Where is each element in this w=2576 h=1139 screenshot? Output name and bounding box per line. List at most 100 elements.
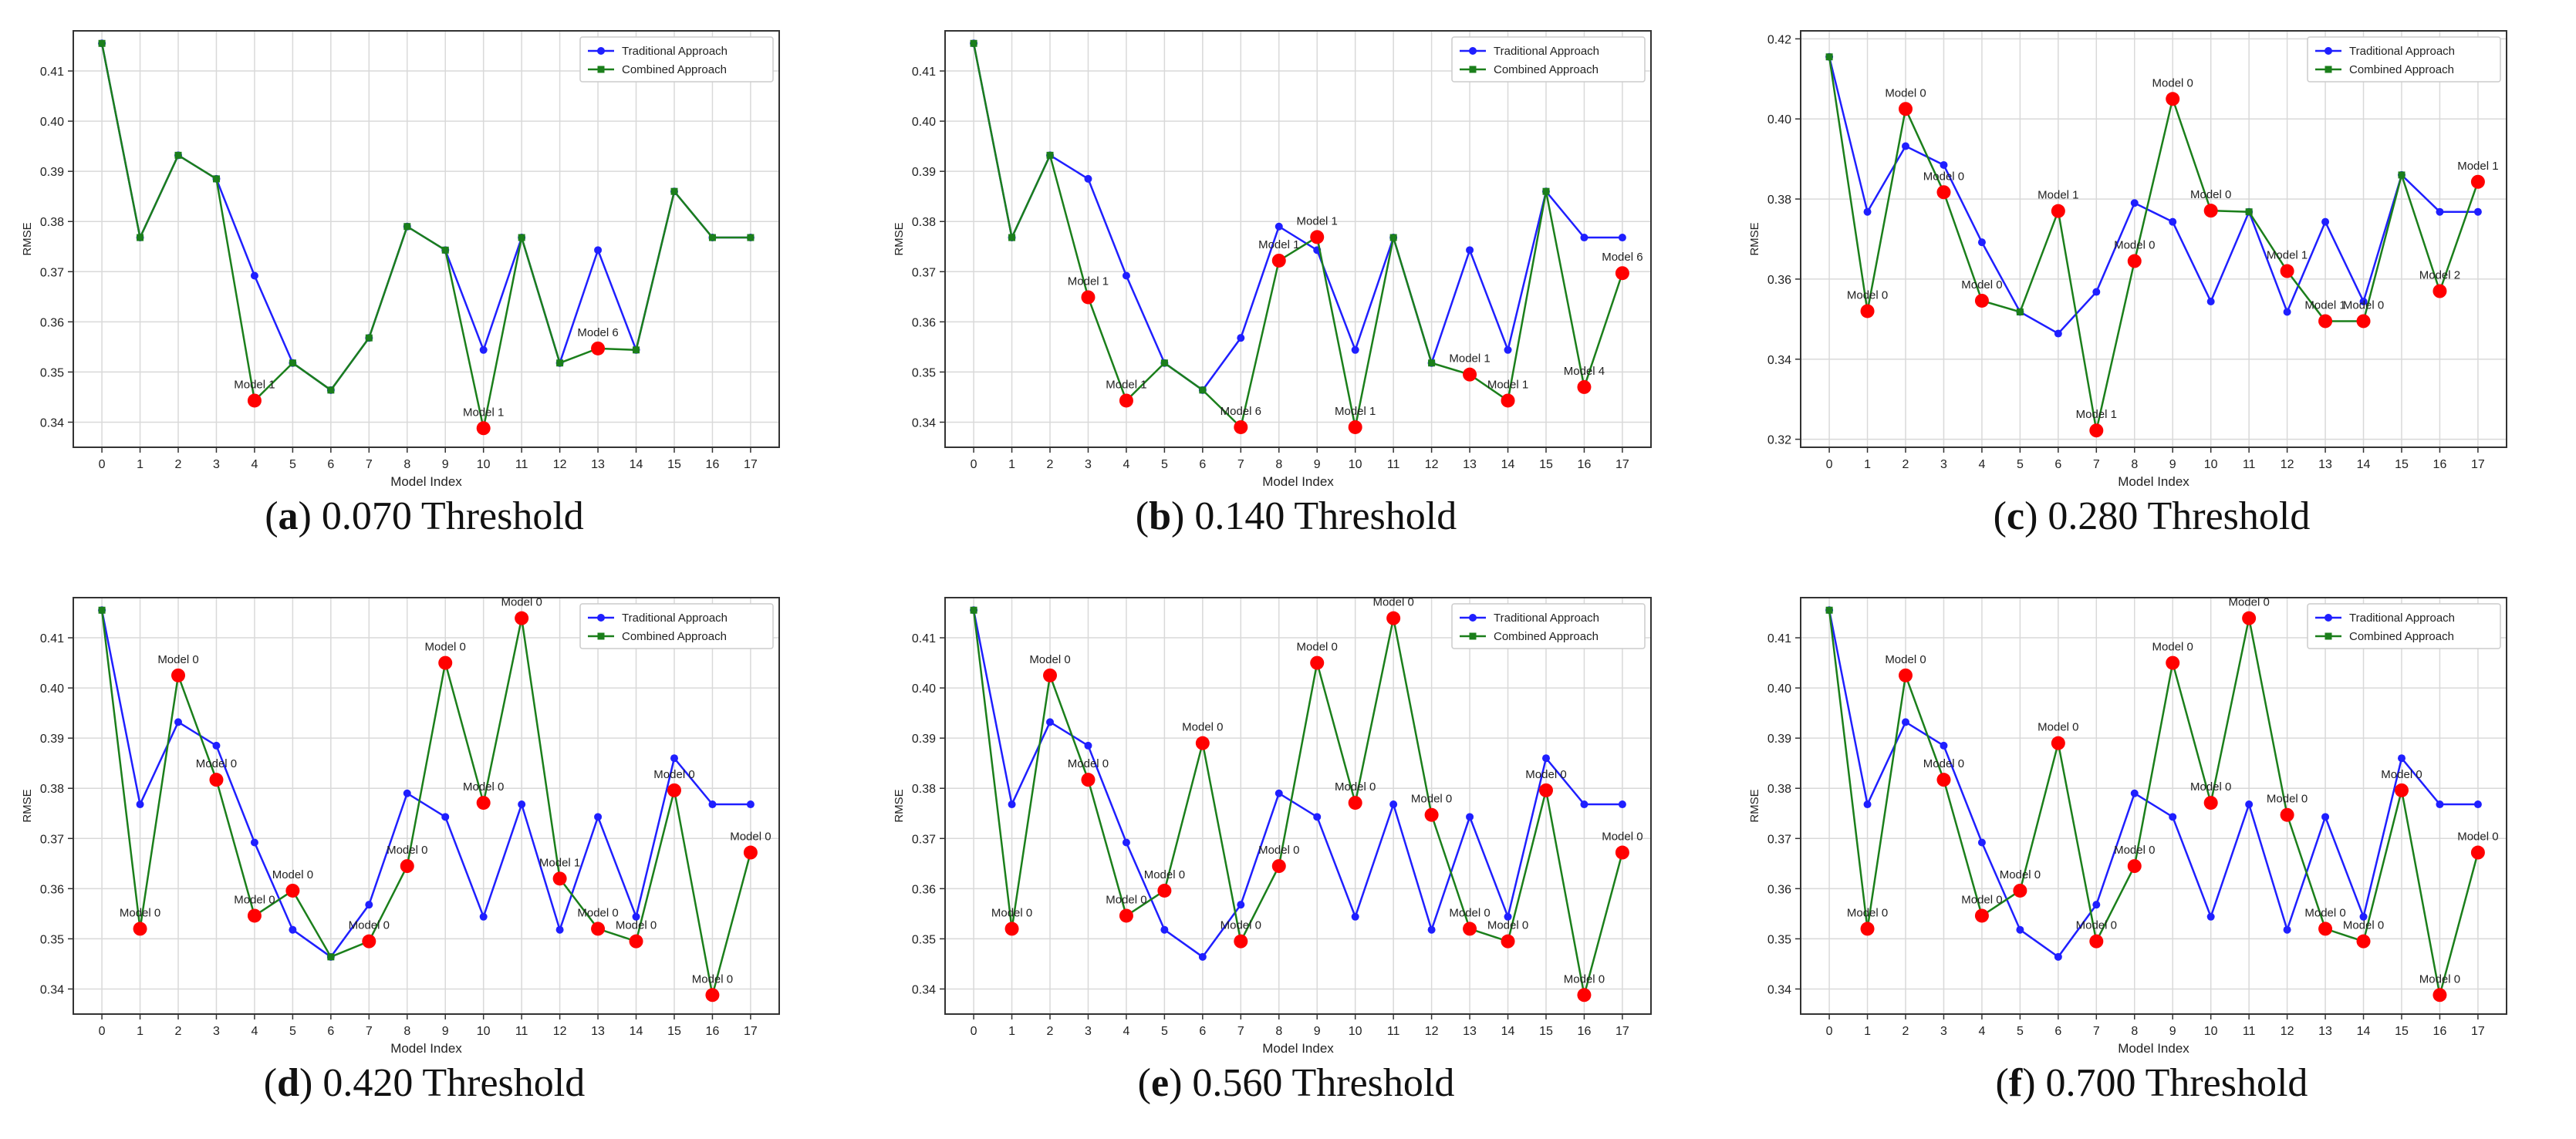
x-tick-label: 5: [1161, 1025, 1168, 1038]
y-tick-label: 0.38: [912, 216, 936, 229]
x-tick-label: 17: [1615, 458, 1629, 471]
data-point-traditional: [1618, 800, 1626, 809]
highlight-point: [2203, 204, 2218, 218]
data-point-traditional: [2130, 789, 2139, 797]
x-tick-label: 11: [1387, 458, 1400, 471]
series-line-combined: [100, 43, 751, 429]
highlight-label: Model 0: [157, 653, 198, 666]
x-tick-label: 17: [1615, 1025, 1629, 1038]
data-point-combined: [1160, 359, 1168, 367]
x-axis-label: Model Index: [2118, 474, 2189, 489]
x-axis-label: Model Index: [1262, 474, 1334, 489]
highlight-label: Model 0: [120, 906, 160, 919]
caption-d-text: 0.420 Threshold: [322, 1061, 586, 1105]
x-tick-label: 2: [1047, 458, 1054, 471]
x-tick-label: 15: [667, 458, 681, 471]
data-point-combined: [670, 187, 678, 195]
series-line-combined: [1828, 56, 2480, 431]
data-point-traditional: [479, 345, 488, 354]
x-tick-label: 2: [175, 1025, 182, 1038]
highlight-point: [1936, 773, 1951, 787]
x-axis-label: Model Index: [2118, 1041, 2189, 1056]
legend-label: Traditional Approach: [622, 612, 728, 625]
legend-swatch-marker: [2324, 614, 2332, 622]
highlight-label: Model 1: [1297, 214, 1338, 227]
x-tick-label: 8: [403, 458, 410, 471]
highlight-point: [1119, 908, 1133, 923]
highlight-point: [1463, 367, 1477, 382]
legend-label: Traditional Approach: [1494, 612, 1599, 625]
highlight-label: Model 0: [2419, 972, 2460, 986]
highlight-point: [1081, 773, 1096, 787]
data-point-combined: [2398, 171, 2406, 179]
data-point-traditional: [518, 800, 526, 809]
highlight-label: Model 0: [501, 596, 542, 609]
x-tick-label: 0: [1826, 1025, 1833, 1038]
data-point-combined: [1825, 53, 1833, 61]
y-tick-label: 0.35: [912, 366, 936, 379]
panel-c: 0.32 0.34 0.36 0.38 0.40 0.42 0 1 2 3 4 5 6 7 8 9 10 11 12…: [1727, 0, 2576, 555]
x-tick-label: 12: [1425, 1025, 1439, 1038]
data-point-traditional: [2016, 925, 2024, 934]
caption-f: (f) 0.700 Threshold: [1995, 1061, 2308, 1105]
data-point-traditional: [1160, 925, 1169, 934]
data-point-traditional: [2092, 901, 2101, 909]
data-point-combined: [2245, 208, 2253, 216]
data-point-combined: [747, 234, 755, 241]
data-point-combined: [174, 151, 182, 159]
x-tick-label: 16: [2433, 458, 2447, 471]
highlight-point: [2280, 807, 2294, 822]
caption-b-letter: b: [1149, 494, 1171, 538]
x-tick-label: 12: [2281, 458, 2294, 471]
highlight-point: [362, 934, 376, 949]
legend-label: Traditional Approach: [1494, 45, 1599, 58]
data-point-traditional: [2359, 298, 2368, 305]
x-tick-label: 12: [553, 458, 567, 471]
highlight-point: [1899, 668, 1913, 682]
x-tick-label: 13: [1463, 1025, 1477, 1038]
legend-label: Combined Approach: [2349, 630, 2454, 643]
x-tick-label: 15: [667, 1025, 681, 1038]
x-tick-label: 10: [2204, 458, 2218, 471]
data-point-traditional: [1351, 345, 1359, 354]
x-tick-label: 15: [2395, 1025, 2409, 1038]
highlight-label: Model 0: [2267, 793, 2308, 806]
highlight-label: Model 0: [1487, 919, 1528, 932]
highlight-point: [2203, 796, 2218, 810]
data-point-traditional: [1863, 800, 1872, 809]
highlight-label: Model 0: [2000, 868, 2041, 881]
caption-b: (b) 0.140 Threshold: [1135, 494, 1457, 538]
highlight-point: [591, 341, 606, 356]
legend-swatch-marker: [1469, 47, 1477, 55]
chart-b: 0.340.350.360.370.380.390.400.410 1 2 3 4 5 6 7…: [893, 30, 1652, 489]
highlight-point: [1119, 393, 1133, 408]
data-point-traditional: [1618, 234, 1626, 242]
x-tick-label: 4: [1123, 1025, 1129, 1038]
highlight-label: Model 0: [2190, 780, 2231, 794]
highlight-point: [133, 922, 147, 936]
y-axis-label: RMSE: [893, 222, 906, 255]
series-line-traditional: [100, 43, 751, 392]
data-point-traditional: [2473, 800, 2482, 809]
chart-f: 0.340.350.360.370.380.390.400.410 1 2 3 4 5 6 7…: [1748, 596, 2507, 1056]
panel-d: 0.34 0.35 0.36 0.37 0.38 0.39 0.40 0.41 0 1 2 3 4 5 6 7…: [0, 567, 849, 1122]
data-point-combined: [970, 606, 977, 614]
highlight-label: Model 0: [1961, 893, 2002, 906]
data-point-traditional: [2321, 813, 2330, 821]
highlight-point: [2318, 922, 2333, 936]
data-point-traditional: [555, 925, 564, 934]
x-tick-label: 14: [2357, 458, 2371, 471]
x-tick-label: 12: [2281, 1025, 2294, 1038]
highlight-label: Model 0: [1885, 86, 1926, 99]
y-tick-label: 0.41: [912, 632, 936, 645]
data-point-traditional: [1863, 207, 1872, 216]
data-point-traditional: [441, 813, 450, 821]
data-point-traditional: [136, 800, 144, 809]
highlight-point: [1615, 266, 1629, 281]
data-point-traditional: [632, 912, 640, 921]
highlight-label: Model 0: [577, 906, 618, 919]
data-point-combined: [556, 359, 564, 367]
highlight-point: [2127, 254, 2142, 268]
x-tick-label: 12: [553, 1025, 567, 1038]
highlight-label: Model 0: [272, 868, 313, 881]
